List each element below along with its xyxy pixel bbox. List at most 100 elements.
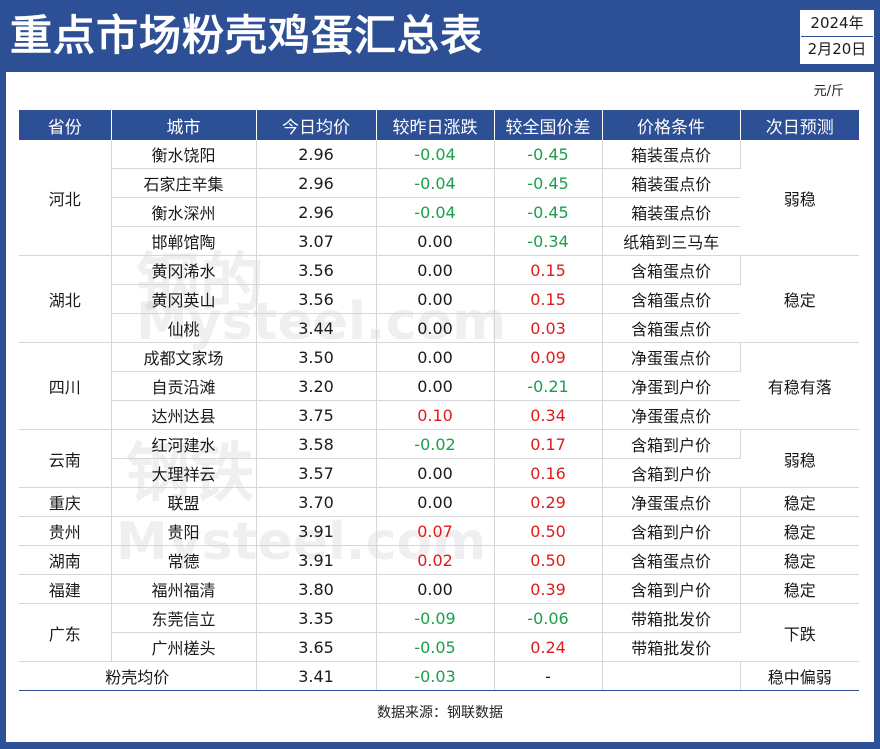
table-header-row: 省份 城市 今日均价 较昨日涨跌 较全国价差 价格条件 次日预测 bbox=[19, 110, 859, 140]
table-row: 大理祥云 3.57 0.00 0.16 含箱到户价 bbox=[19, 458, 859, 488]
col-header-city: 城市 bbox=[111, 110, 257, 140]
cell-forecast: 稳定 bbox=[740, 516, 859, 546]
table-body: 河北 衡水饶阳 2.96 -0.04 -0.45 箱装蛋点价 弱稳 石家庄辛集 2.96 -0.0… bbox=[19, 140, 859, 691]
table-row: 湖北 黄冈浠水 3.56 0.00 0.15 含箱蛋点价 稳定 bbox=[19, 255, 859, 343]
table-row: 广东 东莞信立 3.35 -0.09 -0.06 带箱批发价 下跌 bbox=[19, 603, 859, 662]
cell-diff: -0.45 bbox=[494, 168, 603, 198]
cell-price: 3.65 bbox=[256, 632, 377, 662]
cell-price: 3.75 bbox=[256, 400, 377, 430]
cell-forecast: 稳定 bbox=[740, 545, 859, 575]
cell-condition: 含箱到户价 bbox=[602, 574, 741, 604]
header: 重点市场粉壳鸡蛋汇总表 2024年 2月20日 bbox=[0, 0, 880, 72]
summary-change: -0.03 bbox=[376, 661, 495, 691]
source-note: 数据来源：钢联数据 bbox=[377, 705, 503, 721]
cell-diff: 0.29 bbox=[494, 487, 603, 517]
table-row: 湖南 常德 3.91 0.02 0.50 含箱蛋点价 稳定 bbox=[19, 545, 859, 575]
cell-city: 石家庄辛集 bbox=[111, 168, 257, 198]
cell-condition: 含箱蛋点价 bbox=[602, 255, 741, 285]
table-row: 云南 红河建水 3.58 -0.02 0.17 含箱到户价 弱稳 bbox=[19, 429, 859, 488]
table-row: 河北 衡水饶阳 2.96 -0.04 -0.45 箱装蛋点价 弱稳 bbox=[19, 140, 859, 256]
cell-city: 常德 bbox=[111, 545, 257, 575]
table-row: 达州达县 3.75 0.10 0.34 净蛋蛋点价 bbox=[19, 400, 859, 430]
cell-city: 大理祥云 bbox=[111, 458, 257, 488]
cell-change: 0.00 bbox=[376, 226, 495, 256]
cell-change: 0.00 bbox=[376, 371, 495, 401]
cell-city: 衡水饶阳 bbox=[111, 140, 257, 169]
cell-diff: 0.50 bbox=[494, 516, 603, 546]
table-row: 重庆 联盟 3.70 0.00 0.29 净蛋蛋点价 稳定 bbox=[19, 487, 859, 517]
cell-condition: 箱装蛋点价 bbox=[602, 140, 741, 169]
cell-diff: -0.21 bbox=[494, 371, 603, 401]
page-title: 重点市场粉壳鸡蛋汇总表 bbox=[10, 11, 484, 60]
table-row: 邯郸馆陶 3.07 0.00 -0.34 纸箱到三马车 bbox=[19, 226, 859, 256]
cell-price: 3.91 bbox=[256, 516, 377, 546]
cell-condition: 带箱批发价 bbox=[602, 603, 741, 633]
cell-change: 0.02 bbox=[376, 545, 495, 575]
cell-condition: 含箱蛋点价 bbox=[602, 313, 740, 343]
col-header-forecast: 次日预测 bbox=[740, 110, 859, 140]
cell-province: 重庆 bbox=[19, 487, 112, 517]
cell-city: 黄冈英山 bbox=[111, 284, 257, 314]
cell-change: 0.00 bbox=[376, 487, 495, 517]
cell-price: 2.96 bbox=[256, 197, 377, 227]
cell-change: 0.00 bbox=[376, 342, 495, 372]
summary-diff: - bbox=[494, 661, 603, 691]
cell-province: 河北 bbox=[19, 140, 112, 256]
cell-province: 四川 bbox=[19, 342, 112, 430]
table-row: 衡水深州 2.96 -0.04 -0.45 箱装蛋点价 bbox=[19, 197, 859, 227]
cell-change: 0.07 bbox=[376, 516, 495, 546]
cell-price: 3.70 bbox=[256, 487, 377, 517]
cell-condition: 含箱蛋点价 bbox=[602, 284, 740, 314]
cell-condition: 含箱蛋点价 bbox=[602, 545, 741, 575]
date-year: 2024年 bbox=[801, 11, 873, 37]
cell-price: 3.35 bbox=[256, 603, 377, 633]
cell-change: -0.04 bbox=[376, 197, 495, 227]
summary-row: 粉壳均价 3.41 -0.03- 稳中偏弱 bbox=[19, 661, 859, 691]
cell-price: 3.57 bbox=[256, 458, 377, 488]
cell-diff: 0.03 bbox=[494, 313, 603, 343]
table-row: 自贡沿滩 3.20 0.00 -0.21 净蛋到户价 bbox=[19, 371, 859, 401]
cell-change: -0.04 bbox=[376, 140, 495, 169]
cell-condition: 含箱到户价 bbox=[602, 516, 741, 546]
cell-change: 0.00 bbox=[376, 574, 495, 604]
cell-city: 联盟 bbox=[111, 487, 257, 517]
col-header-condition: 价格条件 bbox=[602, 110, 741, 140]
cell-price: 3.20 bbox=[256, 371, 377, 401]
summary-condition-empty bbox=[602, 661, 741, 691]
date-badge: 2024年 2月20日 bbox=[800, 10, 874, 64]
cell-price: 3.07 bbox=[256, 226, 377, 256]
cell-diff: 0.39 bbox=[494, 574, 603, 604]
cell-city: 黄冈浠水 bbox=[111, 255, 257, 285]
cell-province: 云南 bbox=[19, 429, 112, 488]
cell-city: 邯郸馆陶 bbox=[111, 226, 257, 256]
cell-diff: -0.45 bbox=[494, 197, 603, 227]
cell-price: 2.96 bbox=[256, 168, 377, 198]
cell-forecast: 弱稳 bbox=[740, 140, 859, 256]
cell-province: 贵州 bbox=[19, 516, 112, 546]
cell-price: 3.56 bbox=[256, 284, 377, 314]
egg-price-table: 省份 城市 今日均价 较昨日涨跌 较全国价差 价格条件 次日预测 河北 衡水饶阳 2… bbox=[19, 110, 859, 691]
cell-province: 广东 bbox=[19, 603, 112, 662]
table-panel: 元/斤 钢的 Mysteel.com 钢铁 Mysteel.com 省份 城市 … bbox=[6, 72, 874, 742]
cell-condition: 含箱到户价 bbox=[602, 458, 740, 488]
cell-city: 仙桃 bbox=[111, 313, 257, 343]
cell-diff: -0.06 bbox=[494, 603, 603, 633]
table-row: 广州槎头 3.65 -0.05 0.24 带箱批发价 bbox=[19, 632, 859, 662]
cell-change: 0.00 bbox=[376, 313, 495, 343]
cell-city: 东莞信立 bbox=[111, 603, 257, 633]
summary-label: 粉壳均价 bbox=[19, 661, 257, 691]
cell-city: 红河建水 bbox=[111, 429, 257, 459]
cell-diff: -0.45 bbox=[494, 140, 603, 169]
cell-diff: 0.17 bbox=[494, 429, 603, 459]
cell-change: -0.09 bbox=[376, 603, 495, 633]
cell-change: -0.02 bbox=[376, 429, 495, 459]
cell-change: -0.04 bbox=[376, 168, 495, 198]
cell-city: 衡水深州 bbox=[111, 197, 257, 227]
cell-city: 达州达县 bbox=[111, 400, 257, 430]
cell-condition: 箱装蛋点价 bbox=[602, 197, 740, 227]
cell-diff: 0.50 bbox=[494, 545, 603, 575]
date-day: 2月20日 bbox=[807, 40, 867, 58]
cell-city: 广州槎头 bbox=[111, 632, 257, 662]
cell-forecast: 稳定 bbox=[740, 255, 859, 343]
cell-forecast: 稳定 bbox=[740, 574, 859, 604]
